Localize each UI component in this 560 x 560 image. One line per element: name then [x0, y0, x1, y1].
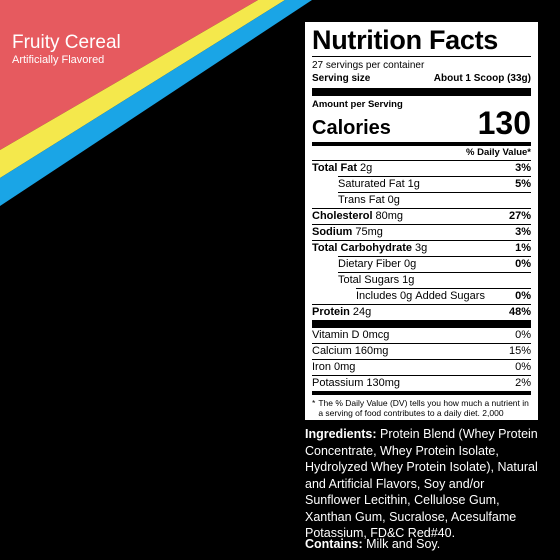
label-title: Nutrition Facts: [312, 25, 499, 55]
nutrient-name: Sodium: [312, 226, 353, 238]
nutrient-dv: 48%: [508, 306, 531, 318]
nutrient-amount: 1g: [402, 274, 415, 286]
daily-value-header: % Daily Value*: [466, 147, 531, 158]
nutrient-name-suffix: Added Sugars: [415, 290, 485, 302]
footnote: The % Daily Value (DV) tells you how muc…: [318, 398, 529, 428]
ingredients-text: Protein Blend (Whey Protein Concentrate,…: [305, 427, 538, 540]
nutrient-name: Total Carbohydrate: [312, 242, 413, 254]
nutrient-name: Trans Fat: [338, 194, 385, 206]
calories-label: Calories: [312, 117, 391, 139]
nutrient-name: Cholesterol: [312, 210, 373, 222]
contains: Contains: Milk and Soy.: [305, 537, 440, 551]
nutrient-name: Dietary Fiber: [338, 258, 401, 270]
vitamin-amount: 160mg: [354, 345, 389, 357]
nutrient-dv: 1%: [515, 242, 531, 254]
nutrient-dv: 3%: [515, 162, 531, 174]
serving-size: About 1 Scoop (33g): [433, 73, 531, 84]
nutrient-dv: 27%: [508, 210, 531, 222]
nutrient-amount: 3g: [415, 242, 428, 254]
nutrition-label: Nutrition Facts 27 servings per containe…: [305, 22, 538, 428]
nutrient-dv: 0%: [515, 290, 531, 302]
nutrient-name: Total Fat: [312, 162, 358, 174]
nutrient-name: Protein: [312, 306, 350, 318]
product-name: Fruity Cereal: [12, 32, 121, 53]
vitamin-dv: 15%: [508, 345, 531, 357]
footnote-mark: *: [312, 398, 316, 408]
nutrient-name: Total Sugars: [338, 274, 400, 286]
nutrient-amount: 2g: [360, 162, 373, 174]
stripes: [0, 0, 312, 206]
ingredients-label: Ingredients:: [305, 427, 377, 441]
vitamin-dv: 0%: [515, 329, 531, 341]
calories: 130: [477, 105, 531, 141]
nutrient-amount: 0g: [403, 258, 417, 270]
servings: 27 servings per container: [312, 60, 425, 71]
nutrient-amount: 24g: [352, 306, 372, 318]
nutrient-name: Saturated Fat: [338, 178, 405, 190]
vitamin-amount: 0mg: [333, 361, 356, 373]
amount-per-serving: Amount per Serving: [312, 99, 403, 110]
nutrient-name: Includes: [356, 290, 397, 302]
vitamin-amount: 130mg: [366, 377, 400, 389]
vitamin-name: Vitamin D: [312, 329, 360, 341]
vitamin-name: Calcium: [312, 345, 352, 357]
ingredients: Ingredients: Protein Blend (Whey Protein…: [305, 426, 540, 542]
vitamin-name: Potassium: [312, 377, 364, 389]
nutrient-amount: 1g: [407, 178, 420, 190]
nutrient-amount: 0g: [387, 194, 400, 206]
contains-label: Contains:: [305, 537, 363, 551]
nutrient-amount: 75mg: [355, 226, 383, 238]
nutrient-amount: 80mg: [375, 210, 404, 222]
nutrient-amount: 0g: [399, 290, 413, 302]
blue-stripe: [0, 0, 312, 206]
nutrient-dv: 0%: [515, 258, 531, 270]
product-flavor: Artificially Flavored: [12, 54, 105, 66]
contains-text: Milk and Soy.: [366, 537, 441, 551]
vitamin-name: Iron: [312, 361, 331, 373]
vitamin-dv: 2%: [515, 377, 531, 389]
vitamin-amount: 0mcg: [362, 329, 390, 341]
nutrient-dv: 5%: [515, 178, 531, 190]
nutrient-dv: 3%: [515, 226, 531, 238]
vitamin-dv: 0%: [515, 361, 531, 373]
serving-size-label: Serving size: [312, 73, 371, 84]
